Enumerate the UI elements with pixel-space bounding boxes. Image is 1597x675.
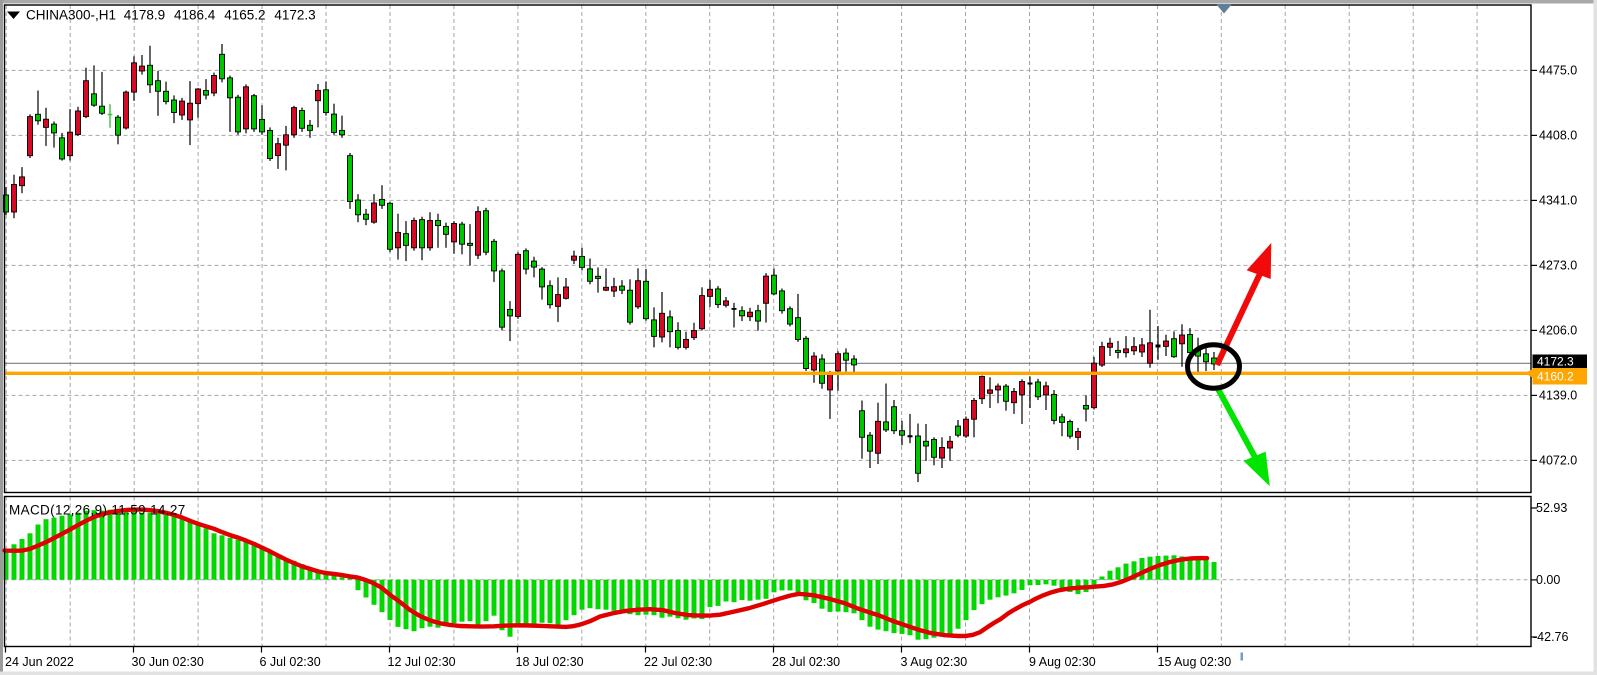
svg-text:0.00: 0.00 (1536, 573, 1560, 587)
svg-text:4072.0: 4072.0 (1539, 454, 1577, 468)
svg-text:4172.3: 4172.3 (274, 8, 315, 23)
svg-text:-42.76: -42.76 (1533, 630, 1568, 644)
svg-text:4139.0: 4139.0 (1539, 389, 1577, 403)
svg-text:4172.3: 4172.3 (1537, 355, 1574, 369)
svg-text:4178.9: 4178.9 (124, 8, 165, 23)
svg-text:3 Aug 02:30: 3 Aug 02:30 (901, 655, 968, 669)
svg-text:30 Jun 02:30: 30 Jun 02:30 (132, 655, 204, 669)
svg-text:4408.0: 4408.0 (1539, 129, 1577, 143)
svg-text:MACD(12,26,9) 11.59 14.27: MACD(12,26,9) 11.59 14.27 (9, 503, 186, 518)
svg-text:15 Aug 02:30: 15 Aug 02:30 (1158, 655, 1232, 669)
svg-text:4341.0: 4341.0 (1539, 194, 1577, 208)
svg-text:28 Jul 02:30: 28 Jul 02:30 (772, 655, 840, 669)
svg-text:9 Aug 02:30: 9 Aug 02:30 (1029, 655, 1096, 669)
svg-text:52.93: 52.93 (1536, 501, 1567, 515)
svg-text:22 Jul 02:30: 22 Jul 02:30 (644, 655, 712, 669)
svg-text:4206.0: 4206.0 (1539, 324, 1577, 338)
svg-text:4165.2: 4165.2 (224, 8, 265, 23)
svg-text:4273.0: 4273.0 (1539, 259, 1577, 273)
svg-text:18 Jul 02:30: 18 Jul 02:30 (516, 655, 584, 669)
svg-text:6 Jul 02:30: 6 Jul 02:30 (260, 655, 321, 669)
svg-text:CHINA300-,H1: CHINA300-,H1 (26, 8, 116, 23)
svg-text:4186.4: 4186.4 (174, 8, 216, 23)
svg-text:4475.0: 4475.0 (1539, 64, 1577, 78)
svg-text:4160.2: 4160.2 (1537, 370, 1574, 384)
svg-text:24 Jun 2022: 24 Jun 2022 (5, 655, 74, 669)
svg-text:12 Jul 02:30: 12 Jul 02:30 (388, 655, 456, 669)
